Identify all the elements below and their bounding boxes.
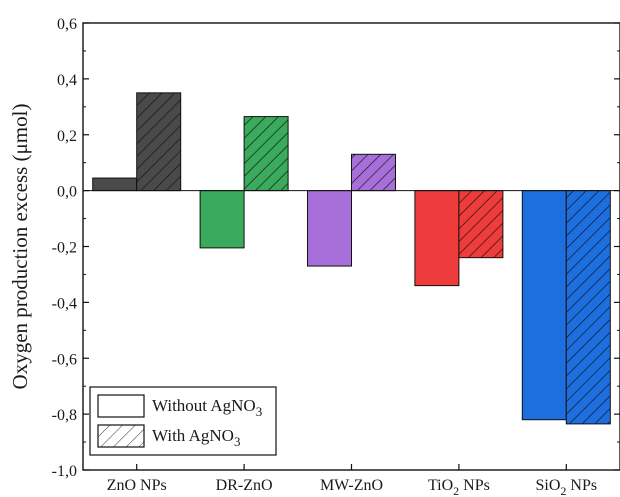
- y-tick-label: 0,4: [57, 72, 77, 89]
- bar-with-agno3: [351, 153, 396, 192]
- x-tick-label: DR-ZnO: [216, 477, 273, 494]
- y-tick-label: -1,0: [52, 463, 77, 480]
- bar-without-agno3: [92, 177, 138, 192]
- y-axis-title: Oxygen production excess (μmol): [8, 104, 32, 390]
- x-tick-label: ZnO NPs: [107, 477, 167, 494]
- y-tick-label: -0,2: [52, 240, 77, 257]
- bar-with-agno3: [136, 92, 182, 192]
- axes-layer: -1,0 -0,8 -0,6 -0,4 -0,2 0,0 0,2 0,4 0,6 ZnO NPs D…: [8, 16, 620, 497]
- y-tick-label: 0,6: [57, 16, 77, 33]
- y-tick-label: -0,6: [52, 351, 77, 368]
- x-tick-label: TiO2 NPs: [428, 477, 490, 497]
- bar-with-agno3: [458, 190, 504, 259]
- legend-label: Without AgNO3: [152, 396, 262, 419]
- y-tick-label: 0,0: [57, 184, 77, 201]
- legend: Without AgNO3 With AgNO3: [89, 386, 277, 456]
- bar-without-agno3: [521, 190, 567, 421]
- y-tick-label: -0,8: [52, 407, 77, 424]
- bar-without-agno3: [414, 190, 460, 287]
- x-tick-label: SiO2 NPs: [536, 477, 598, 497]
- y-tick-label: -0,4: [52, 295, 77, 312]
- bars-layer: [92, 92, 611, 425]
- legend-label: With AgNO3: [152, 426, 240, 449]
- bar-without-agno3: [307, 190, 352, 267]
- x-tick-label: MW-ZnO: [320, 477, 383, 494]
- bar-with-agno3: [565, 190, 611, 425]
- bar-with-agno3: [243, 116, 289, 192]
- legend-swatch-without-agno3: [97, 394, 145, 418]
- legend-swatch-with-agno3: [97, 424, 145, 448]
- y-tick-label: 0,2: [57, 128, 77, 145]
- bar-without-agno3: [199, 190, 245, 249]
